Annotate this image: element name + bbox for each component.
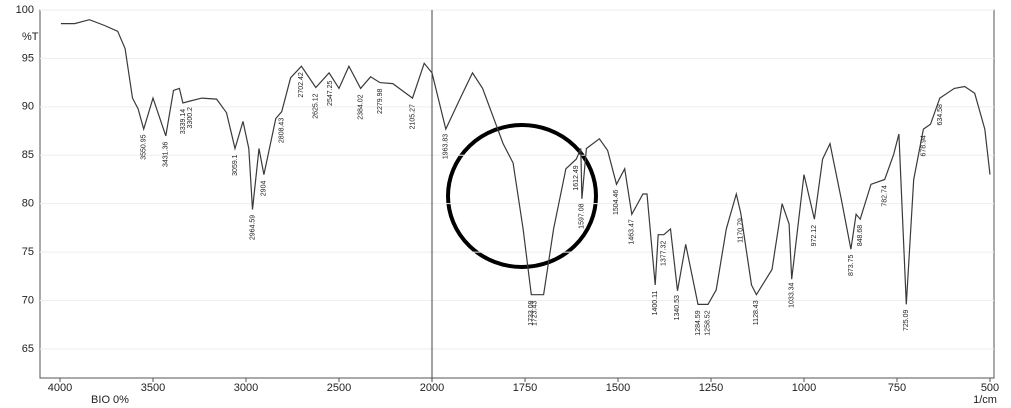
peak-label: 1723.43 — [532, 301, 539, 326]
sample-label: BIO 0% — [91, 394, 129, 406]
peak-label: 1597.08 — [579, 203, 586, 228]
peak-label: 1128.43 — [753, 300, 760, 325]
peak-label: 848.68 — [857, 225, 864, 247]
peak-label: 3431.36 — [163, 142, 170, 167]
peak-label: 2547.25 — [327, 81, 334, 106]
peak-label: 1258.52 — [705, 310, 712, 335]
peak-label: 678.94 — [920, 135, 927, 157]
y-tick-label: 85 — [22, 149, 34, 161]
x-tick-label: 1750 — [513, 382, 537, 394]
y-tick-label: 80 — [22, 198, 34, 210]
x-tick-label: 1250 — [699, 382, 723, 394]
peak-label: 3339.14 — [180, 109, 187, 134]
spectrum-line — [60, 19, 991, 305]
x-tick-label: 3500 — [141, 382, 165, 394]
peak-label: 2384.02 — [357, 94, 364, 119]
peak-label: 2279.98 — [377, 89, 384, 114]
x-tick-label: 1000 — [792, 382, 816, 394]
peak-label: 2702.42 — [298, 72, 305, 97]
x-tick-label: 2000 — [420, 382, 444, 394]
y-tick-label: 95 — [22, 52, 34, 64]
peak-label: 634.58 — [937, 104, 944, 126]
y-tick-label: 65 — [22, 343, 34, 355]
peak-label: 3059.1 — [232, 154, 239, 176]
x-tick-label: 750 — [888, 382, 906, 394]
peak-label: 2964.59 — [249, 215, 256, 240]
x-tick-label: 3000 — [234, 382, 258, 394]
peak-label: 1170.79 — [737, 218, 744, 243]
y-axis-label: %T — [22, 31, 39, 43]
peak-label: 2808.43 — [278, 118, 285, 143]
peak-label: 1504.46 — [613, 190, 620, 215]
x-axis-label: 1/cm — [973, 394, 997, 406]
peak-label: 2904 — [261, 181, 268, 197]
x-tick-label: 4000 — [48, 382, 72, 394]
peak-label: 1463.47 — [628, 219, 635, 244]
peak-label: 1963.83 — [442, 134, 449, 159]
highlight-circle — [446, 123, 598, 269]
peak-label: 1612.49 — [573, 165, 580, 190]
y-tick-label: 90 — [22, 101, 34, 113]
peak-label: 1033.34 — [788, 282, 795, 307]
peak-label: 2105.27 — [409, 104, 416, 129]
peak-label: 782.74 — [882, 185, 889, 207]
peak-label: 972.12 — [811, 225, 818, 247]
x-tick-label: 500 — [981, 382, 999, 394]
y-tick-label: 100 — [16, 4, 34, 16]
y-tick-label: 75 — [22, 246, 34, 258]
plot-frame — [39, 9, 995, 379]
peak-label: 1340.53 — [674, 295, 681, 320]
peak-label: 3550.95 — [140, 134, 147, 159]
x-tick-label: 2500 — [327, 382, 351, 394]
y-tick-label: 70 — [22, 294, 34, 306]
peak-label: 1284.59 — [695, 310, 702, 335]
peak-label: 725.09 — [903, 310, 910, 332]
peak-label: 1400.11 — [652, 290, 659, 315]
x-tick-label: 1500 — [606, 382, 630, 394]
peak-label: 2625.12 — [313, 93, 320, 118]
peak-label: 1733.09 — [528, 300, 535, 325]
peak-label: 873.75 — [848, 254, 855, 276]
peak-label: 1377.32 — [660, 241, 667, 266]
peak-label: 3300.2 — [187, 107, 194, 129]
